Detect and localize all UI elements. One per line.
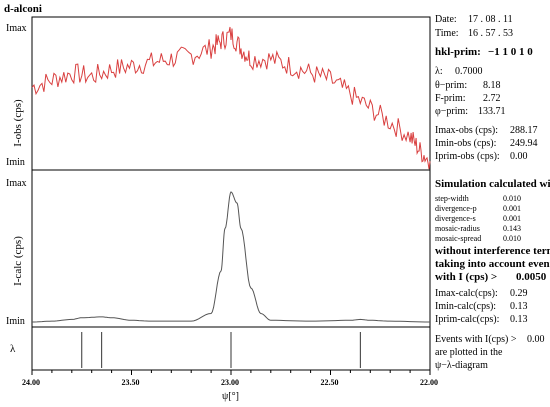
events-line2: are plotted in the — [435, 347, 503, 358]
observed-panel-frame — [31, 16, 431, 171]
date-label: Date: — [435, 14, 457, 25]
obs-axis-label: I-obs (cps) — [12, 99, 24, 147]
iprim-obs-label: Iprim-obs (cps): — [435, 151, 500, 162]
param-value: 0.010 — [503, 194, 521, 203]
f-value: 2.72 — [483, 93, 501, 104]
events-line1: Events with I(cps) > — [435, 334, 517, 345]
param-label: divergence-p — [435, 204, 477, 213]
lambda-axis-label: λ — [10, 343, 16, 355]
lambda-events — [81, 332, 361, 368]
x-tick-label: 22.50 — [320, 378, 339, 387]
calc-imax-label: Imax — [6, 178, 27, 189]
imin-obs-label: Imin-obs (cps): — [435, 138, 497, 149]
param-value: 0.001 — [503, 204, 521, 213]
calc-axis-label: I-calc (cps) — [12, 236, 24, 286]
imax-calc-value: 0.29 — [510, 288, 528, 299]
obs-imin-label: Imin — [6, 157, 25, 168]
x-tick-label: 24.00 — [22, 378, 40, 387]
obs-imax-label: Imax — [6, 23, 27, 34]
events-line3: ψ−λ-diagram — [435, 360, 488, 371]
time-value: 16 . 57 . 53 — [468, 28, 513, 39]
iprim-calc-label: Iprim-calc(cps): — [435, 314, 500, 325]
calculated-panel-frame — [31, 169, 431, 328]
psi-value: 133.71 — [478, 106, 506, 117]
param-label: step-width — [435, 194, 469, 203]
imax-calc-label: Imax-calc(cps): — [435, 288, 498, 299]
param-label: mosaic-radius — [435, 224, 480, 233]
theta-label: θ−prim: — [435, 80, 468, 91]
hkl-value: −1 1 0 1 0 — [488, 46, 533, 58]
note-line1: without interference term, — [435, 245, 550, 257]
imax-obs-value: 288.17 — [510, 125, 538, 136]
x-tick-label: 22.00 — [420, 378, 438, 387]
imin-calc-label: Imin-calc(cps): — [435, 301, 497, 312]
hkl-label: hkl-prim: — [435, 46, 481, 58]
lambda-value: 0.7000 — [455, 66, 483, 77]
imin-obs-value: 249.94 — [510, 138, 538, 149]
param-value: 0.010 — [503, 234, 521, 243]
date-value: 17 . 08 . 11 — [468, 14, 513, 25]
param-label: divergence-s — [435, 214, 476, 223]
imin-calc-value: 0.13 — [510, 301, 528, 312]
note-line2: taking into account events — [435, 258, 550, 270]
note-line3: with I (cps) > — [435, 271, 498, 283]
time-label: Time: — [435, 28, 459, 39]
param-value: 0.143 — [503, 224, 521, 233]
calculated-series-line — [32, 191, 430, 323]
lambda-label: λ: — [435, 66, 443, 77]
x-axis-ticks — [31, 370, 431, 375]
iprim-obs-value: 0.00 — [510, 151, 528, 162]
param-value: 0.001 — [503, 214, 521, 223]
plot-title: d-alconi — [4, 3, 42, 15]
theta-value: 8.18 — [483, 80, 501, 91]
x-tick-label: 23.50 — [121, 378, 140, 387]
psi-label: φ−prim: — [435, 106, 469, 117]
param-label: mosaic-spread — [435, 234, 482, 243]
iprim-calc-value: 0.13 — [510, 314, 528, 325]
x-axis-label: ψ[°] — [222, 391, 239, 402]
calc-imin-label: Imin — [6, 316, 25, 327]
observed-series-line — [31, 26, 431, 170]
x-tick-label: 23.00 — [221, 378, 239, 387]
imax-obs-label: Imax-obs (cps): — [435, 125, 499, 136]
f-label: F-prim: — [435, 93, 466, 104]
simulation-title: Simulation calculated with — [435, 178, 550, 190]
note-threshold: 0.0050 — [516, 271, 547, 283]
events-value: 0.00 — [527, 334, 545, 345]
